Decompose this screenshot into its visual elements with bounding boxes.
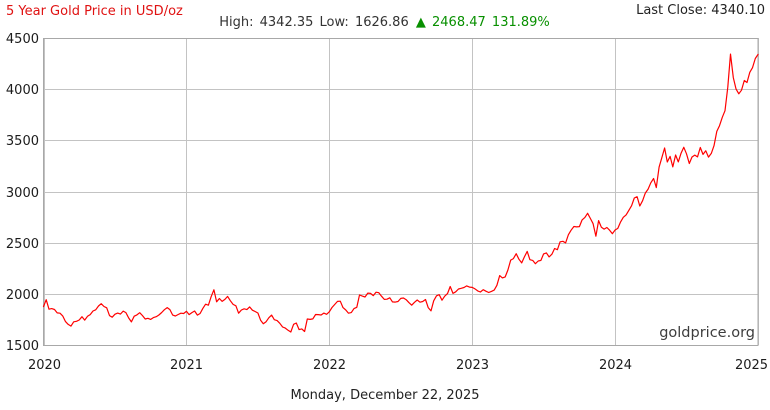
svg-text:4500: 4500 — [6, 32, 39, 47]
price-line-series — [42, 53, 759, 333]
svg-text:2023: 2023 — [456, 358, 489, 373]
gridlines — [43, 38, 759, 346]
last-close-label: Last Close: — [636, 3, 708, 18]
svg-text:4000: 4000 — [6, 83, 39, 98]
svg-text:2000: 2000 — [6, 288, 39, 303]
up-arrow-icon: ▲ — [415, 15, 426, 30]
svg-text:2021: 2021 — [170, 358, 203, 373]
last-close-value: 4340.10 — [711, 3, 765, 18]
change-absolute: 2468.47 — [432, 15, 486, 30]
y-axis-labels: 1500 2000 2500 3000 3500 4000 4500 — [6, 32, 39, 354]
svg-text:2022: 2022 — [313, 358, 346, 373]
high-label: High: — [219, 15, 254, 30]
chart-date: Monday, December 22, 2025 — [290, 388, 480, 403]
low-label: Low: — [319, 15, 349, 30]
change-percent: 131.89% — [491, 15, 550, 30]
svg-text:2020: 2020 — [28, 358, 61, 373]
chart-title: 5 Year Gold Price in USD/oz — [6, 4, 183, 19]
watermark: goldprice.org — [659, 325, 755, 341]
svg-text:2500: 2500 — [6, 237, 39, 252]
svg-text:3500: 3500 — [6, 134, 39, 149]
x-axis-labels: 2020 2021 2022 2023 2024 2025 — [28, 358, 768, 373]
low-value: 1626.86 — [354, 15, 409, 30]
high-low-stats: High: 4342.35 Low: 1626.86 ▲ 2468.47 131… — [0, 15, 770, 30]
svg-text:3000: 3000 — [6, 186, 39, 201]
svg-text:1500: 1500 — [6, 339, 39, 354]
svg-text:2024: 2024 — [599, 358, 632, 373]
svg-text:2025: 2025 — [735, 358, 768, 373]
high-value: 4342.35 — [259, 15, 314, 30]
last-close: Last Close: 4340.10 — [636, 3, 765, 18]
